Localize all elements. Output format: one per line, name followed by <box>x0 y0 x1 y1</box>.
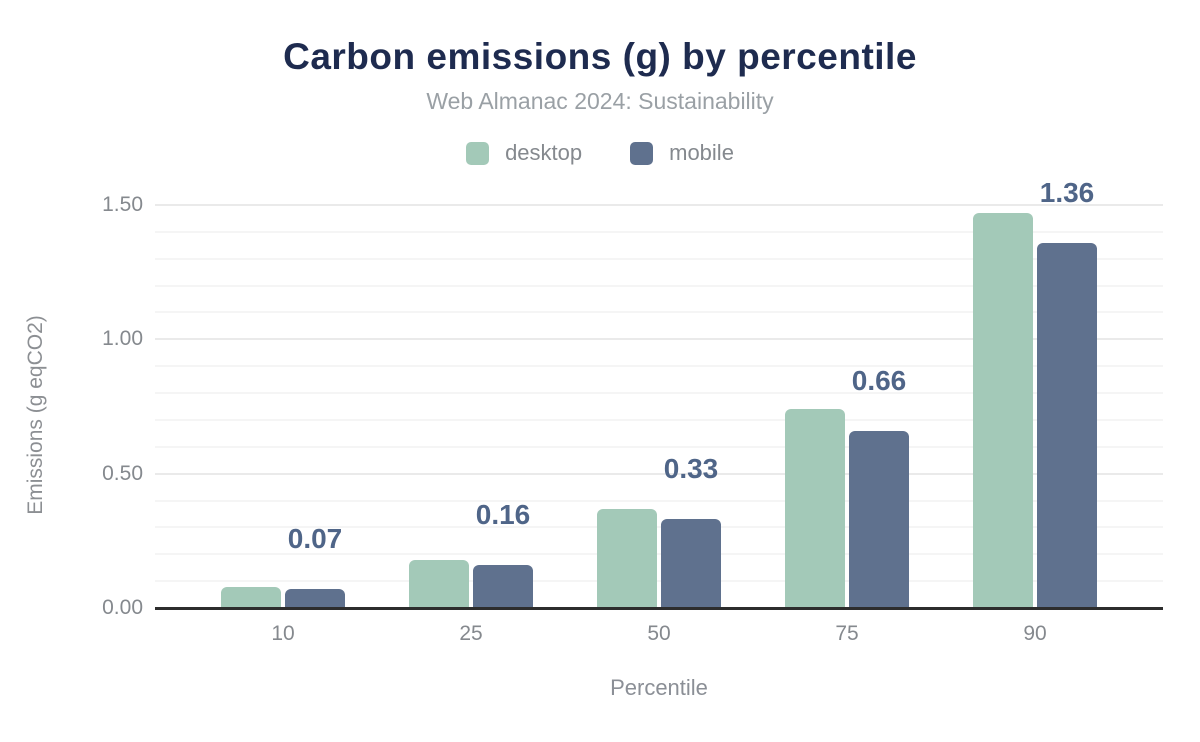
chart-title: Carbon emissions (g) by percentile <box>283 36 917 77</box>
major-gridline-1.00 <box>155 338 1163 341</box>
bar-desktop-p50[interactable] <box>597 508 657 608</box>
bar-mobile-p25[interactable] <box>473 565 533 608</box>
y-tick-1.50: 1.50 <box>102 192 143 216</box>
minor-gridline-0.30 <box>155 526 1163 529</box>
x-tick-25: 25 <box>459 622 483 645</box>
legend-label-desktop: desktop <box>505 140 583 165</box>
legend-label-mobile: mobile <box>669 140 734 165</box>
y-tick-0.00: 0.00 <box>102 596 143 619</box>
bar-mobile-p10[interactable] <box>285 589 345 608</box>
bar-desktop-p25[interactable] <box>409 559 469 608</box>
y-tick-0.50: 0.50 <box>102 461 143 485</box>
chart-subtitle: Web Almanac 2024: Sustainability <box>426 88 774 114</box>
minor-gridline-0.10 <box>155 580 1163 583</box>
legend-item-desktop: desktop <box>466 140 582 166</box>
minor-gridline-0.20 <box>155 553 1163 556</box>
bar-mobile-p90[interactable] <box>1037 242 1097 608</box>
minor-gridline-0.90 <box>155 365 1163 368</box>
x-axis-title: Percentile <box>610 675 708 700</box>
legend-item-mobile: mobile <box>630 140 734 166</box>
bar-value-label-p50: 0.33 <box>663 453 719 485</box>
bar-desktop-p75[interactable] <box>785 409 845 608</box>
minor-gridline-1.10 <box>155 311 1163 314</box>
x-tick-10: 10 <box>271 622 295 645</box>
major-gridline-1.50 <box>155 203 1163 206</box>
bar-mobile-p50[interactable] <box>661 519 721 608</box>
minor-gridline-0.80 <box>155 392 1163 395</box>
bar-value-label-p25: 0.16 <box>475 499 531 530</box>
x-tick-50: 50 <box>647 622 671 645</box>
legend-swatch-desktop <box>466 141 490 165</box>
legend: desktop mobile <box>0 140 1200 166</box>
x-tick-75: 75 <box>835 622 859 645</box>
x-axis-line <box>155 607 1163 610</box>
y-tick-1.00: 1.00 <box>102 327 143 351</box>
x-tick-90: 90 <box>1023 622 1047 645</box>
bar-value-label-p10: 0.07 <box>287 523 343 555</box>
minor-gridline-1.20 <box>155 284 1163 287</box>
minor-gridline-0.70 <box>155 418 1163 421</box>
minor-gridline-0.60 <box>155 445 1163 448</box>
minor-gridline-1.40 <box>155 230 1163 233</box>
minor-gridline-1.30 <box>155 257 1163 260</box>
major-gridline-0.50 <box>155 472 1163 475</box>
legend-swatch-mobile <box>630 141 654 165</box>
bar-desktop-p90[interactable] <box>973 213 1033 608</box>
bar-value-label-p90: 1.36 <box>1039 176 1095 208</box>
minor-gridline-0.40 <box>155 499 1163 502</box>
bar-desktop-p10[interactable] <box>221 586 281 608</box>
bar-value-label-p75: 0.66 <box>851 364 907 396</box>
bar-mobile-p75[interactable] <box>849 430 909 608</box>
